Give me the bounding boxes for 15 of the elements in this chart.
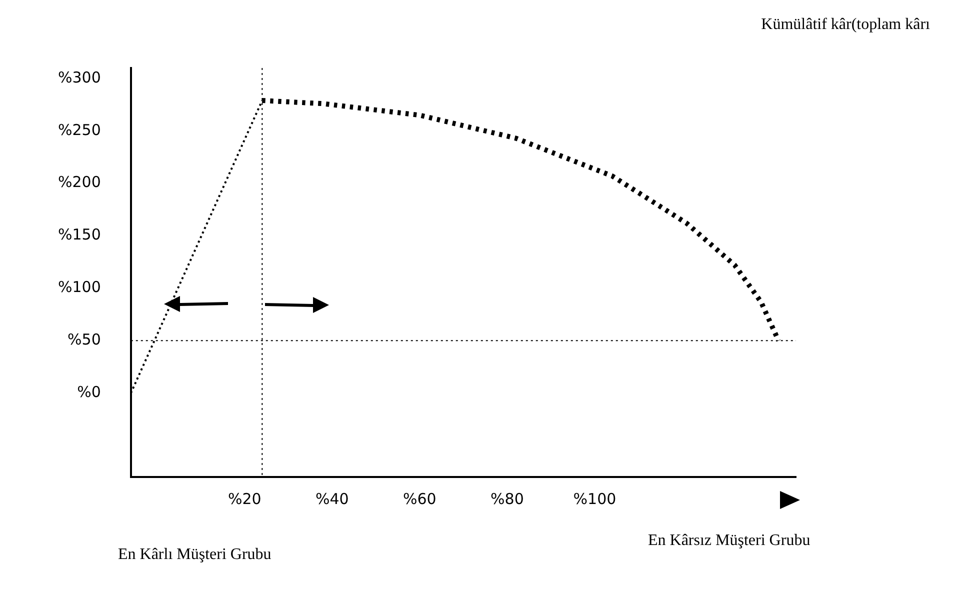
y-tick-label: %300 [58,68,101,86]
y-tick-label: %0 [77,382,101,401]
y-tick-label: %250 [58,120,101,139]
text: En Kârsız Müşteri Grubu [648,531,812,551]
y-tick-label: %50 [68,330,101,349]
x-tick-label: %40 [315,490,349,508]
x-tick-label: %100 [573,490,616,508]
x-tick-label: %20 [228,490,262,508]
y-tick-label: %150 [58,226,101,244]
y-tick-label: %200 [58,173,101,192]
x-tick-label: %80 [490,490,524,508]
y-tick-label: %100 [58,278,101,296]
text: Kümülâtif kâr(toplam kârı [761,15,930,35]
text: En Kârlı Müşteri Grubu [118,545,272,565]
x-tick-label: %60 [403,490,436,508]
